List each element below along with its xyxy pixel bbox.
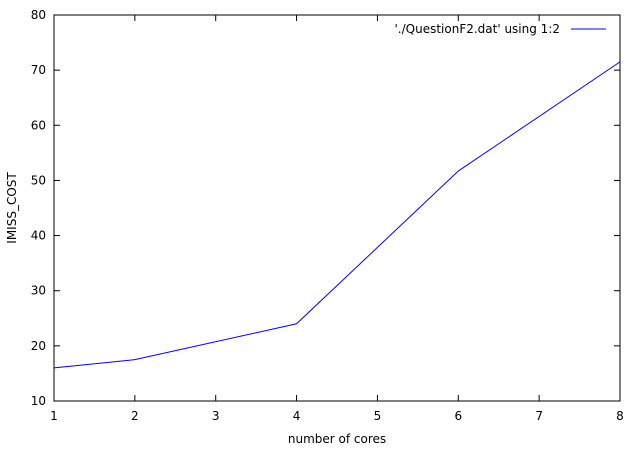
x-tick-label: 7	[535, 409, 543, 423]
series-layer	[53, 61, 621, 369]
y-tick-label: 50	[31, 173, 46, 187]
axis-tick-labels: 1 2 3 4 5 6 7 8 10 20 30 40 50 60 70 80	[31, 8, 624, 423]
y-tick-label: 80	[31, 8, 46, 22]
series-line	[53, 61, 621, 369]
legend-label: './QuestionF2.dat' using 1:2	[394, 22, 560, 36]
y-tick-label: 40	[31, 229, 46, 243]
x-tick-label: 2	[131, 409, 139, 423]
legend: './QuestionF2.dat' using 1:2	[394, 22, 606, 36]
x-tick-label: 3	[212, 409, 220, 423]
x-tick-label: 1	[50, 409, 58, 423]
x-axis-label: number of cores	[288, 432, 386, 446]
x-tick-label: 6	[454, 409, 462, 423]
x-tick-label: 5	[374, 409, 382, 423]
x-tick-label: 4	[293, 409, 301, 423]
y-tick-label: 70	[31, 63, 46, 77]
y-tick-label: 20	[31, 339, 46, 353]
y-tick-label: 30	[31, 284, 46, 298]
y-tick-label: 60	[31, 118, 46, 132]
plot-frame	[53, 14, 621, 402]
x-tick-label: 8	[616, 409, 624, 423]
y-axis-label: IMISS_COST	[5, 172, 19, 244]
axis-ticks	[53, 14, 621, 402]
y-tick-label: 10	[31, 394, 46, 408]
